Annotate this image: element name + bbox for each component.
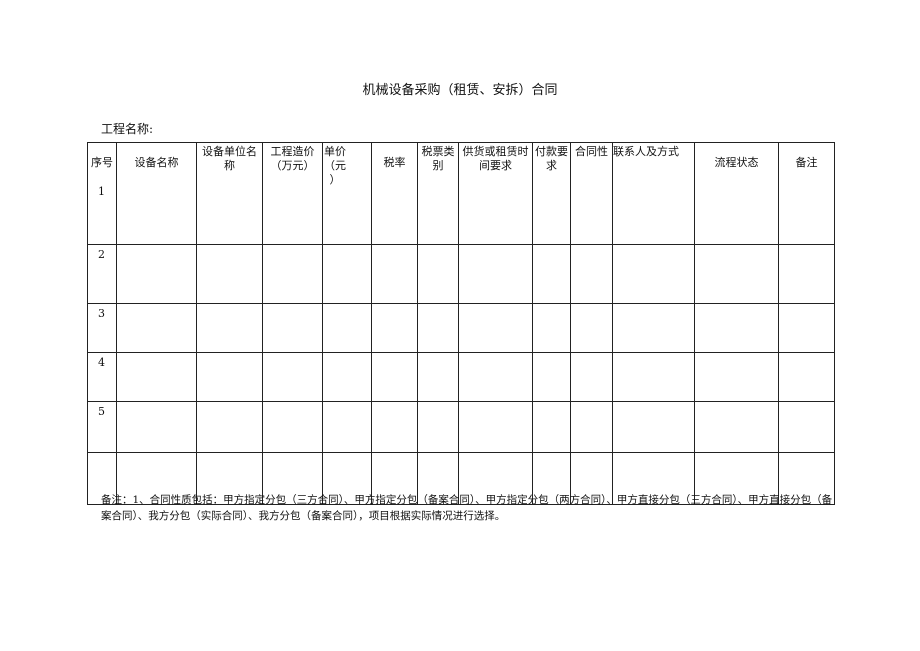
header-project-cost: 工程造价 （万元）: [262, 142, 323, 245]
row-number: 1: [98, 185, 105, 198]
table-row: 2: [87, 244, 835, 304]
row-number: [87, 452, 117, 505]
header-equipment-name: 设备名称: [116, 142, 197, 245]
row-number: 3: [87, 303, 117, 353]
header-tax-rate: 税率: [371, 142, 418, 245]
footnote: 备注：1、合同性质包括：甲方指定分包（三方合同）、甲方指定分包（备案合同）、甲方…: [101, 494, 833, 522]
header-payment: 付款要求: [532, 142, 571, 245]
table-row: 4: [87, 352, 835, 402]
row-number: 2: [87, 244, 117, 304]
contract-table: 序号 1 设备名称 设备单位名称 工程造价 （万元） 单价（元） 税率 税票类别 供…: [87, 142, 835, 505]
table-row: 3: [87, 303, 835, 353]
header-process-status: 流程状态: [694, 142, 779, 245]
header-row: 序号 1 设备名称 设备单位名称 工程造价 （万元） 单价（元） 税率 税票类别 供…: [87, 142, 835, 245]
header-contact: 联系人及方式: [612, 142, 695, 245]
table-row: [87, 452, 835, 505]
project-name-label: 工程名称:: [101, 122, 154, 136]
header-equipment-unit: 设备单位名称: [196, 142, 263, 245]
row-number: 5: [87, 401, 117, 453]
header-supply-time: 供货或租赁时 间要求: [458, 142, 533, 245]
header-contract-nature: 合同性: [570, 142, 613, 245]
header-remarks: 备注: [778, 142, 835, 245]
header-unit-price-text: 单价（元）: [324, 145, 346, 186]
header-tax-type: 税票类别: [417, 142, 459, 245]
header-seq: 序号 1: [87, 142, 117, 245]
document-title: 机械设备采购（租赁、安拆）合同: [362, 83, 558, 98]
header-tax-type-text: 税票类别: [421, 145, 455, 172]
table-row: 5: [87, 401, 835, 453]
header-payment-text: 付款要求: [535, 145, 568, 172]
header-unit-price: 单价（元）: [322, 142, 372, 245]
row-number: 4: [87, 352, 117, 402]
